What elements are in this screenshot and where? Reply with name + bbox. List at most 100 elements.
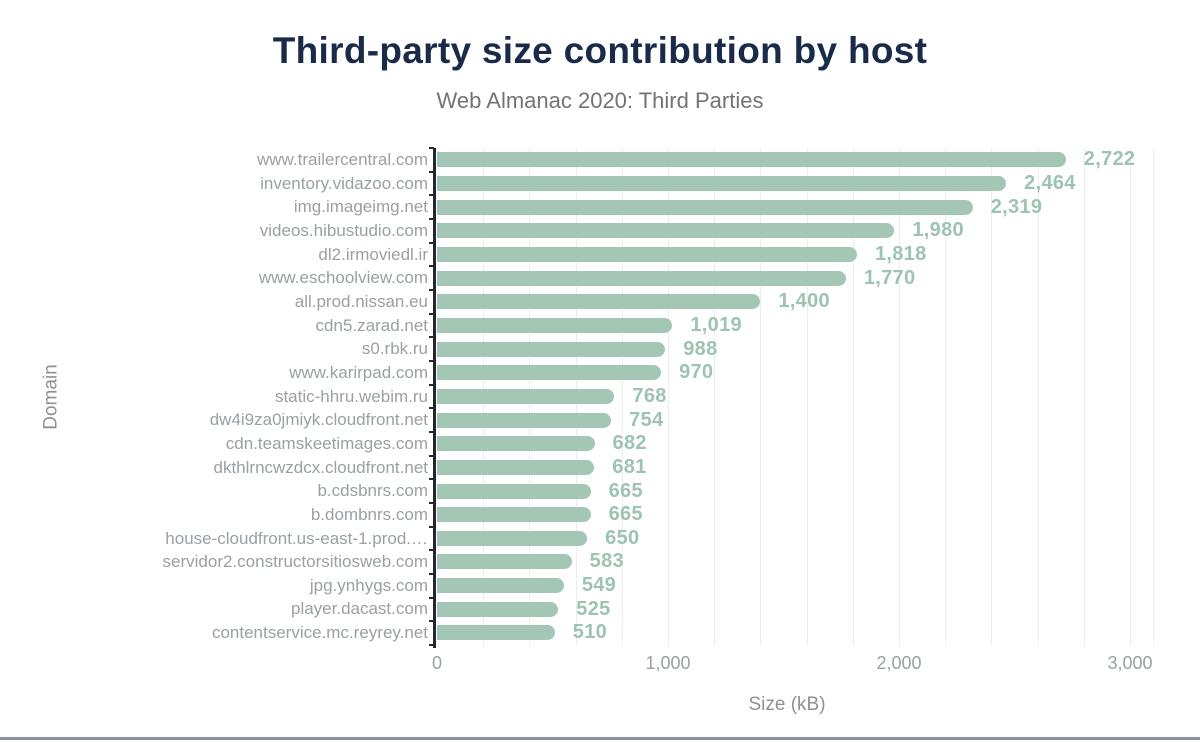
bar xyxy=(437,175,1007,191)
bar-row: 970 xyxy=(437,361,1153,385)
category-label: player.dacast.com xyxy=(290,599,428,619)
bar-row: 549 xyxy=(437,574,1153,598)
y-axis-tick xyxy=(429,265,434,268)
bar-row: 2,319 xyxy=(437,195,1153,219)
y-axis-tick xyxy=(429,360,434,362)
bar xyxy=(437,365,662,381)
grid-line xyxy=(991,148,993,645)
value-label: 754 xyxy=(629,408,664,431)
grid-line xyxy=(760,148,762,645)
category-label: jpg.ynhygs.com xyxy=(309,575,428,595)
y-axis-tick xyxy=(429,478,434,481)
value-label: 681 xyxy=(612,455,647,478)
y-axis-tick xyxy=(429,596,434,599)
grid-line xyxy=(714,148,716,645)
value-label: 1,980 xyxy=(912,219,964,242)
grid-line xyxy=(945,148,947,645)
y-axis-tick xyxy=(429,431,434,433)
bar xyxy=(437,341,666,357)
bar xyxy=(437,246,857,262)
y-axis-tick xyxy=(429,336,434,339)
bar xyxy=(437,270,846,286)
bar xyxy=(437,578,564,594)
bars: 2,722 2,464 2,319 1,980 1,818 1,770 1,400 1,019… xyxy=(437,148,1153,645)
bar xyxy=(437,317,673,333)
plot-area: 2,722 2,464 2,319 1,980 1,818 1,770 1,400 1,019… xyxy=(437,148,1155,645)
category-label: videos.hibustudio.com xyxy=(259,220,428,240)
category-label: all.prod.nissan.eu xyxy=(294,291,428,311)
grid-line xyxy=(668,148,669,645)
grid-line xyxy=(852,148,854,645)
y-axis-tick xyxy=(429,312,434,315)
value-label: 2,319 xyxy=(990,195,1043,218)
value-label: 510 xyxy=(572,621,608,644)
y-axis-tick xyxy=(429,170,434,173)
category-label: b.cdsbnrs.com xyxy=(317,481,428,501)
bar-row: 1,019 xyxy=(437,314,1153,338)
value-label: 665 xyxy=(608,503,643,526)
value-label: 650 xyxy=(605,526,640,549)
bar xyxy=(437,625,555,641)
bar-row: 768 xyxy=(437,385,1153,409)
grid-line xyxy=(1153,148,1155,645)
bar-row: 583 xyxy=(437,550,1153,574)
category-label: www.trailercentral.com xyxy=(257,150,428,169)
x-tick-label: 0 xyxy=(431,653,442,673)
grid-line xyxy=(899,148,900,645)
bar xyxy=(437,199,973,215)
y-axis-tick xyxy=(429,620,434,623)
category-label: inventory.vidazoo.com xyxy=(260,173,428,193)
bar xyxy=(437,152,1066,168)
x-tick-label: 1,000 xyxy=(645,653,691,673)
value-label: 525 xyxy=(576,597,611,620)
x-tick-label: 3,000 xyxy=(1107,653,1153,673)
category-labels: www.trailercentral.com inventory.vidazoo.… xyxy=(0,148,428,645)
category-label: dkthlrncwzdcx.cloudfront.net xyxy=(213,457,429,477)
category-label: www.karirpad.com xyxy=(289,362,428,382)
category-label: cdn.teamskeetimages.com xyxy=(225,433,428,453)
value-label: 1,770 xyxy=(863,266,916,289)
bar-row: 681 xyxy=(437,456,1153,480)
category-label: s0.rbk.ru xyxy=(361,339,428,359)
bar xyxy=(437,507,591,523)
y-axis-tick xyxy=(429,502,434,504)
value-label: 2,464 xyxy=(1024,171,1076,194)
bar-row: 665 xyxy=(437,479,1153,503)
grid-line xyxy=(1130,148,1131,645)
category-label: www.eschoolview.com xyxy=(258,268,428,288)
bar-row: 1,980 xyxy=(437,219,1153,243)
bar xyxy=(437,436,595,452)
value-label: 988 xyxy=(683,337,718,360)
category-label: b.dombnrs.com xyxy=(310,504,428,524)
grid-line xyxy=(1037,148,1039,645)
y-axis-tick xyxy=(429,573,434,575)
bar-row: 2,722 xyxy=(437,148,1153,172)
y-axis-tick xyxy=(429,383,434,386)
grid-line xyxy=(621,148,623,645)
bar-row: 665 xyxy=(437,503,1153,527)
grid-line xyxy=(1083,148,1085,645)
y-axis-tick xyxy=(429,549,434,552)
value-label: 549 xyxy=(581,574,617,597)
footer-bar xyxy=(0,737,1200,740)
category-label: dl2.irmoviedl.ir xyxy=(318,244,428,264)
value-label: 1,818 xyxy=(874,242,927,265)
x-tick-label: 2,000 xyxy=(876,653,922,673)
y-axis-tick xyxy=(429,194,434,197)
value-label: 682 xyxy=(612,432,647,455)
bar xyxy=(437,483,591,499)
category-label: dw4i9za0jmiyk.cloudfront.net xyxy=(209,410,428,430)
value-label: 2,722 xyxy=(1083,148,1136,171)
value-label: 768 xyxy=(632,384,667,407)
y-axis-tick xyxy=(429,525,434,528)
bar xyxy=(437,412,612,428)
value-label: 1,400 xyxy=(778,290,830,313)
category-label: cdn5.zarad.net xyxy=(315,315,428,335)
bar-row: 1,770 xyxy=(437,266,1153,290)
value-label: 665 xyxy=(608,479,643,502)
category-label: contentservice.mc.reyrey.net xyxy=(211,623,428,643)
bar-row: 682 xyxy=(437,432,1153,456)
bar xyxy=(437,223,895,239)
category-label: static-hhru.webim.ru xyxy=(274,386,428,406)
